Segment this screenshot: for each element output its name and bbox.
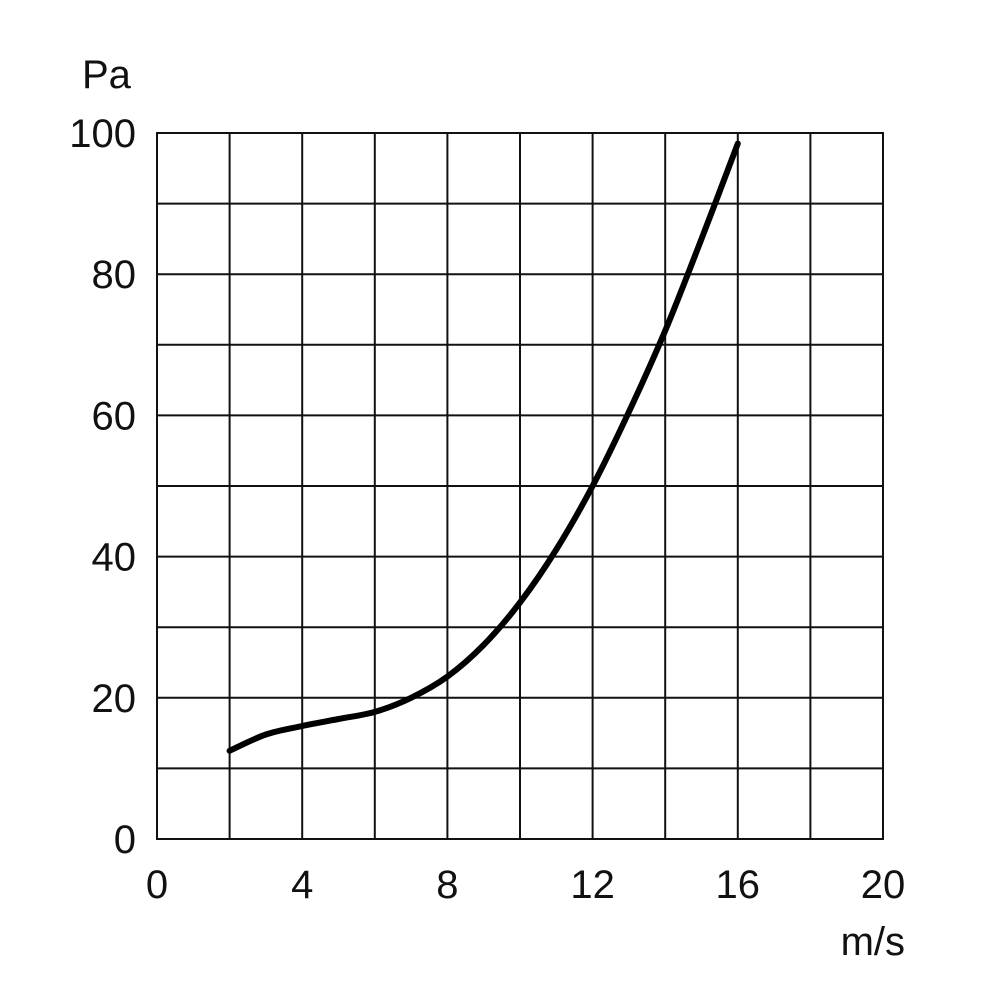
x-tick-labels: 0 4 8 12 16 20 <box>146 863 905 907</box>
y-tick-label: 0 <box>114 818 136 862</box>
x-axis-label: m/s <box>841 920 905 964</box>
y-tick-label: 60 <box>92 394 137 438</box>
y-tick-labels: 0 20 40 60 80 100 <box>69 112 136 862</box>
y-tick-label: 40 <box>92 536 137 580</box>
x-tick-label: 12 <box>570 863 615 907</box>
plot-frame <box>156 132 884 840</box>
y-tick-label: 100 <box>69 112 136 156</box>
x-tick-label: 16 <box>716 863 761 907</box>
x-tick-label: 4 <box>291 863 313 907</box>
series-layer <box>226 140 741 754</box>
x-tick-label: 8 <box>436 863 458 907</box>
y-axis-label: Pa <box>82 53 132 97</box>
x-tick-label: 0 <box>146 863 168 907</box>
y-tick-label: 20 <box>92 677 137 721</box>
grid <box>157 133 883 839</box>
series-line <box>226 140 741 754</box>
x-tick-label: 20 <box>861 863 906 907</box>
y-tick-label: 80 <box>92 253 137 297</box>
